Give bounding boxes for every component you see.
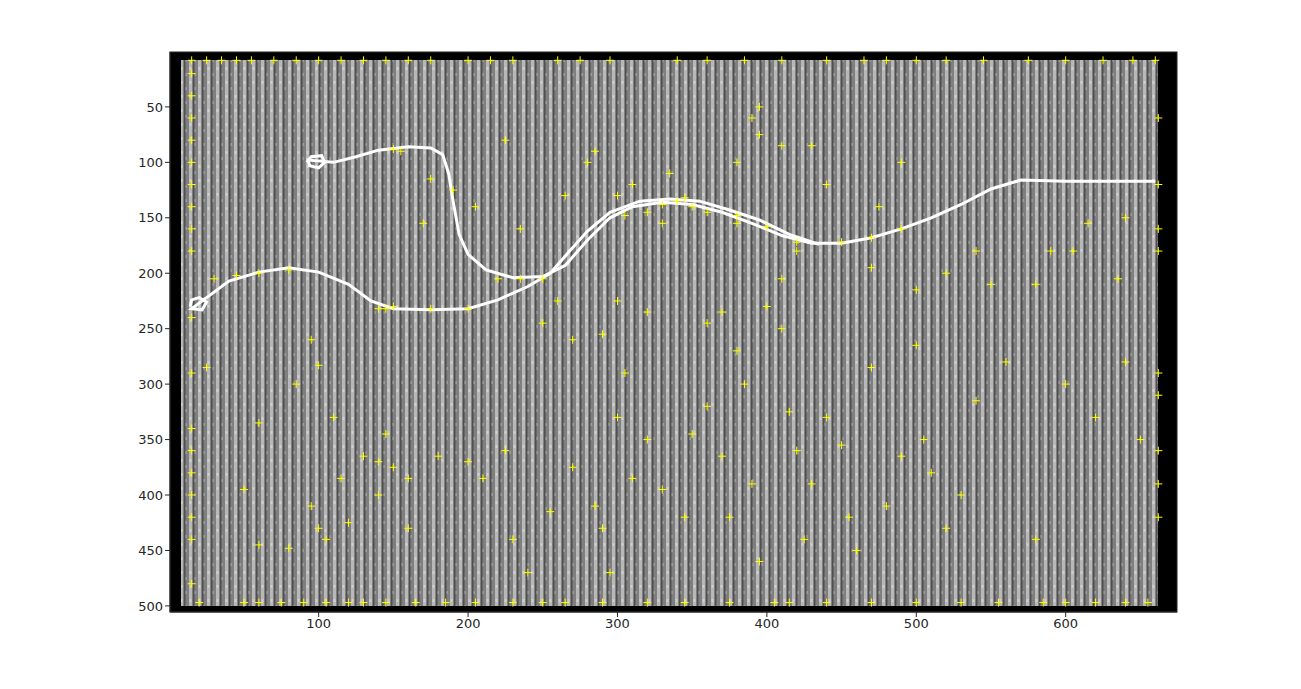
- svg-text:100: 100: [306, 616, 331, 631]
- svg-text:200: 200: [138, 266, 163, 281]
- svg-text:500: 500: [904, 616, 929, 631]
- svg-text:250: 250: [138, 321, 163, 336]
- svg-text:450: 450: [138, 543, 163, 558]
- svg-text:50: 50: [146, 100, 163, 115]
- svg-text:500: 500: [138, 599, 163, 614]
- svg-text:400: 400: [754, 616, 779, 631]
- svg-text:350: 350: [138, 432, 163, 447]
- svg-text:300: 300: [605, 616, 630, 631]
- svg-text:200: 200: [456, 616, 481, 631]
- svg-text:400: 400: [138, 488, 163, 503]
- svg-text:100: 100: [138, 155, 163, 170]
- svg-text:600: 600: [1053, 616, 1078, 631]
- svg-text:150: 150: [138, 210, 163, 225]
- svg-text:300: 300: [138, 377, 163, 392]
